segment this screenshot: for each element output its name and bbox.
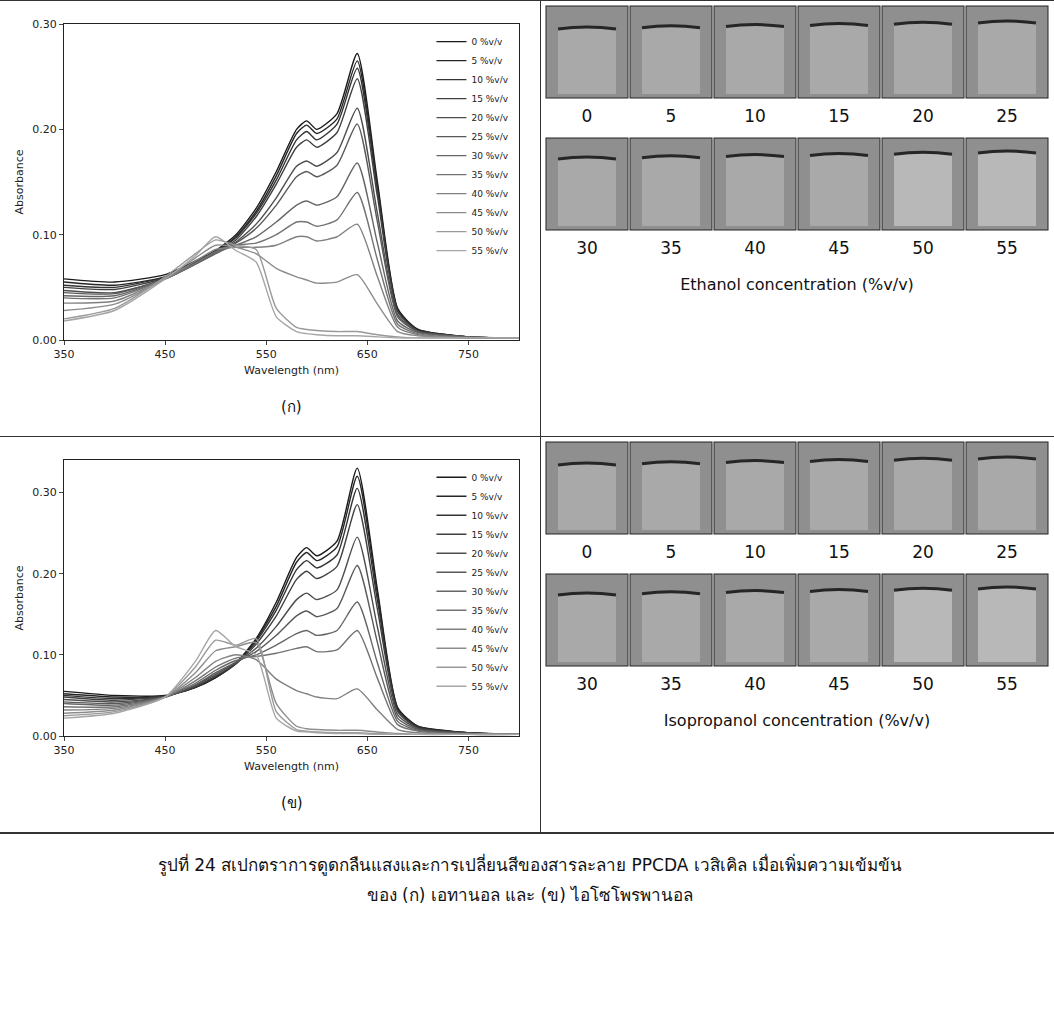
svg-text:35 %v/v: 35 %v/v <box>471 170 508 180</box>
svg-text:0.00: 0.00 <box>32 334 57 347</box>
svg-text:10: 10 <box>744 106 766 126</box>
svg-text:25: 25 <box>996 542 1018 562</box>
svg-text:5 %v/v: 5 %v/v <box>471 492 502 502</box>
svg-text:(ก): (ก) <box>281 398 302 416</box>
svg-text:Wavelength (nm): Wavelength (nm) <box>244 760 339 773</box>
svg-text:50 %v/v: 50 %v/v <box>471 227 508 237</box>
svg-text:550: 550 <box>256 348 277 361</box>
svg-text:55 %v/v: 55 %v/v <box>471 682 508 692</box>
svg-text:15 %v/v: 15 %v/v <box>471 530 508 540</box>
svg-text:750: 750 <box>458 348 479 361</box>
svg-text:20: 20 <box>912 106 934 126</box>
svg-text:20: 20 <box>912 542 934 562</box>
svg-text:650: 650 <box>357 348 378 361</box>
svg-text:35: 35 <box>660 674 682 694</box>
svg-text:30 %v/v: 30 %v/v <box>471 151 508 161</box>
svg-text:Wavelength (nm): Wavelength (nm) <box>244 364 339 377</box>
svg-text:0.10: 0.10 <box>32 229 57 242</box>
svg-text:50: 50 <box>912 238 934 258</box>
svg-text:50 %v/v: 50 %v/v <box>471 663 508 673</box>
svg-text:350: 350 <box>54 744 75 757</box>
svg-text:35: 35 <box>660 238 682 258</box>
svg-text:Absorbance: Absorbance <box>13 149 26 214</box>
svg-text:55: 55 <box>996 674 1018 694</box>
svg-text:45: 45 <box>828 674 850 694</box>
svg-text:5: 5 <box>666 542 677 562</box>
svg-text:0 %v/v: 0 %v/v <box>471 473 502 483</box>
svg-text:30 %v/v: 30 %v/v <box>471 587 508 597</box>
svg-text:Isopropanol concentration (%v/: Isopropanol concentration (%v/v) <box>664 711 930 730</box>
svg-text:15 %v/v: 15 %v/v <box>471 94 508 104</box>
svg-text:10 %v/v: 10 %v/v <box>471 511 508 521</box>
svg-text:Absorbance: Absorbance <box>13 565 26 630</box>
html-text:รูปที่ 24 สเปกตราการดูดกลืนแสง: รูปที่ 24 สเปกตราการดูดกลืนแสงและการเปลี… <box>157 855 903 905</box>
svg-text:5: 5 <box>666 106 677 126</box>
svg-text:30: 30 <box>576 238 598 258</box>
svg-text:550: 550 <box>256 744 277 757</box>
svg-text:55: 55 <box>996 238 1018 258</box>
svg-text:0.30: 0.30 <box>32 18 57 31</box>
svg-text:10 %v/v: 10 %v/v <box>471 75 508 85</box>
svg-text:450: 450 <box>155 348 176 361</box>
svg-text:25 %v/v: 25 %v/v <box>471 568 508 578</box>
svg-text:0.20: 0.20 <box>32 123 57 136</box>
svg-text:0.10: 0.10 <box>32 649 57 662</box>
svg-text:650: 650 <box>357 744 378 757</box>
svg-text:40: 40 <box>744 674 766 694</box>
svg-text:50: 50 <box>912 674 934 694</box>
svg-text:25 %v/v: 25 %v/v <box>471 132 508 142</box>
svg-text:5 %v/v: 5 %v/v <box>471 56 502 66</box>
svg-text:350: 350 <box>54 348 75 361</box>
svg-text:25: 25 <box>996 106 1018 126</box>
svg-text:35 %v/v: 35 %v/v <box>471 606 508 616</box>
svg-text:20 %v/v: 20 %v/v <box>471 549 508 559</box>
svg-text:0: 0 <box>582 542 593 562</box>
svg-text:15: 15 <box>828 106 850 126</box>
svg-text:Ethanol concentration (%v/v): Ethanol concentration (%v/v) <box>680 275 914 294</box>
svg-text:45: 45 <box>828 238 850 258</box>
svg-text:0: 0 <box>582 106 593 126</box>
svg-text:750: 750 <box>458 744 479 757</box>
svg-text:10: 10 <box>744 542 766 562</box>
svg-text:15: 15 <box>828 542 850 562</box>
svg-text:40 %v/v: 40 %v/v <box>471 625 508 635</box>
svg-text:0 %v/v: 0 %v/v <box>471 37 502 47</box>
svg-text:0.00: 0.00 <box>32 730 57 743</box>
svg-text:45 %v/v: 45 %v/v <box>471 208 508 218</box>
svg-text:40: 40 <box>744 238 766 258</box>
svg-text:0.30: 0.30 <box>32 486 57 499</box>
svg-text:0.20: 0.20 <box>32 568 57 581</box>
svg-text:45 %v/v: 45 %v/v <box>471 644 508 654</box>
svg-text:30: 30 <box>576 674 598 694</box>
svg-text:55 %v/v: 55 %v/v <box>471 246 508 256</box>
svg-text:20 %v/v: 20 %v/v <box>471 113 508 123</box>
svg-text:450: 450 <box>155 744 176 757</box>
svg-text:40 %v/v: 40 %v/v <box>471 189 508 199</box>
svg-text:(ข): (ข) <box>281 794 303 812</box>
